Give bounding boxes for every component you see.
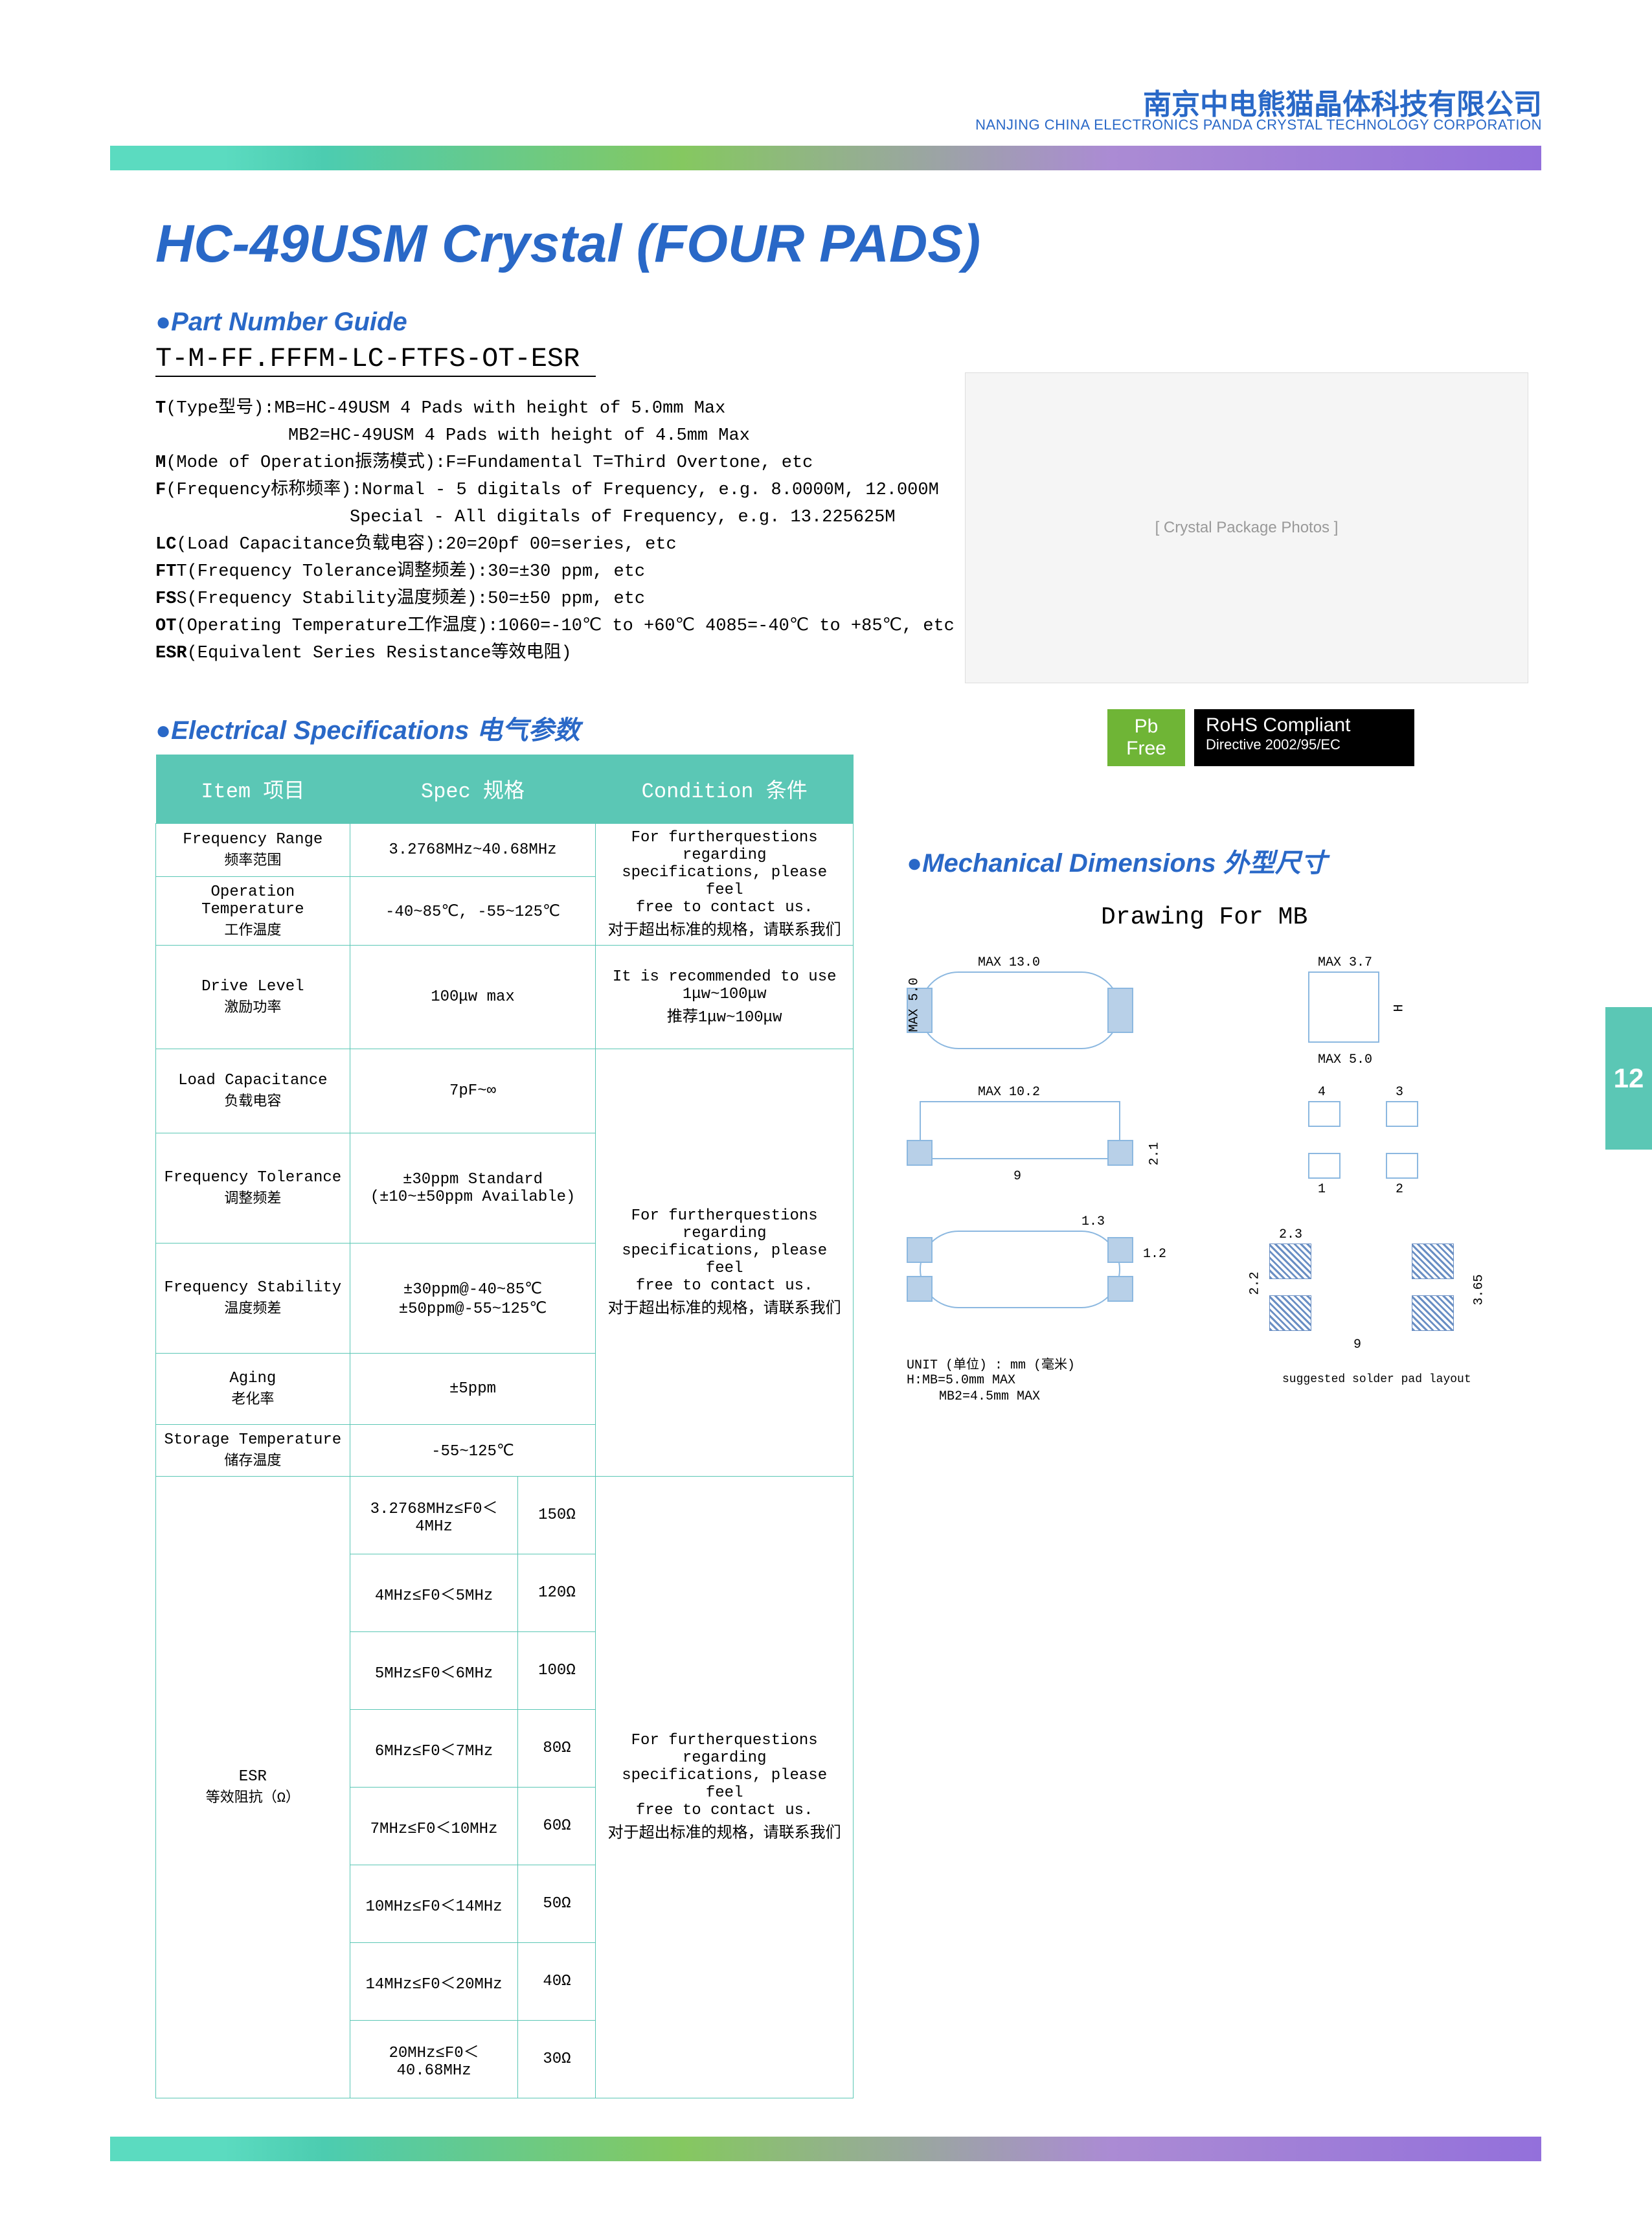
part-code-underline [155, 376, 596, 377]
part-number-guide-heading: ●Part Number Guide [155, 308, 407, 337]
table-header-spec: Spec 规格 [350, 755, 596, 824]
table-header-item: Item 项目 [156, 755, 350, 824]
drawing-title: Drawing For MB [1101, 903, 1307, 931]
mechanical-drawing: MAX 13.0 MAX 5.0 MAX 3.7 H MAX 5.0 MAX 1… [907, 952, 1528, 1483]
part-number-code: T-M-FF.FFFM-LC-FTFS-OT-ESR [155, 343, 580, 374]
compliance-badges: PbFree RoHS CompliantDirective 2002/95/E… [1107, 709, 1414, 766]
footer-gradient-bar [110, 2137, 1541, 2161]
rohs-badge: RoHS CompliantDirective 2002/95/EC [1194, 709, 1414, 766]
page-number-tab: 12 [1605, 1007, 1652, 1150]
page-title: HC-49USM Crystal (FOUR PADS) [155, 214, 980, 275]
company-name-en: NANJING CHINA ELECTRONICS PANDA CRYSTAL … [975, 117, 1542, 133]
specs-table: Item 项目 Spec 规格 Condition 条件 Frequency R… [155, 755, 854, 2098]
part-definitions: T(Type型号):MB=HC-49USM 4 Pads with height… [155, 395, 955, 667]
table-header-condition: Condition 条件 [596, 755, 854, 824]
pb-free-badge: PbFree [1107, 709, 1185, 766]
electrical-specs-heading: ●Electrical Specifications 电气参数 [155, 709, 580, 747]
header-gradient-bar [110, 146, 1541, 170]
mechanical-dimensions-heading: ●Mechanical Dimensions 外型尺寸 [907, 842, 1327, 880]
product-photo: [ Crystal Package Photos ] [965, 372, 1528, 683]
